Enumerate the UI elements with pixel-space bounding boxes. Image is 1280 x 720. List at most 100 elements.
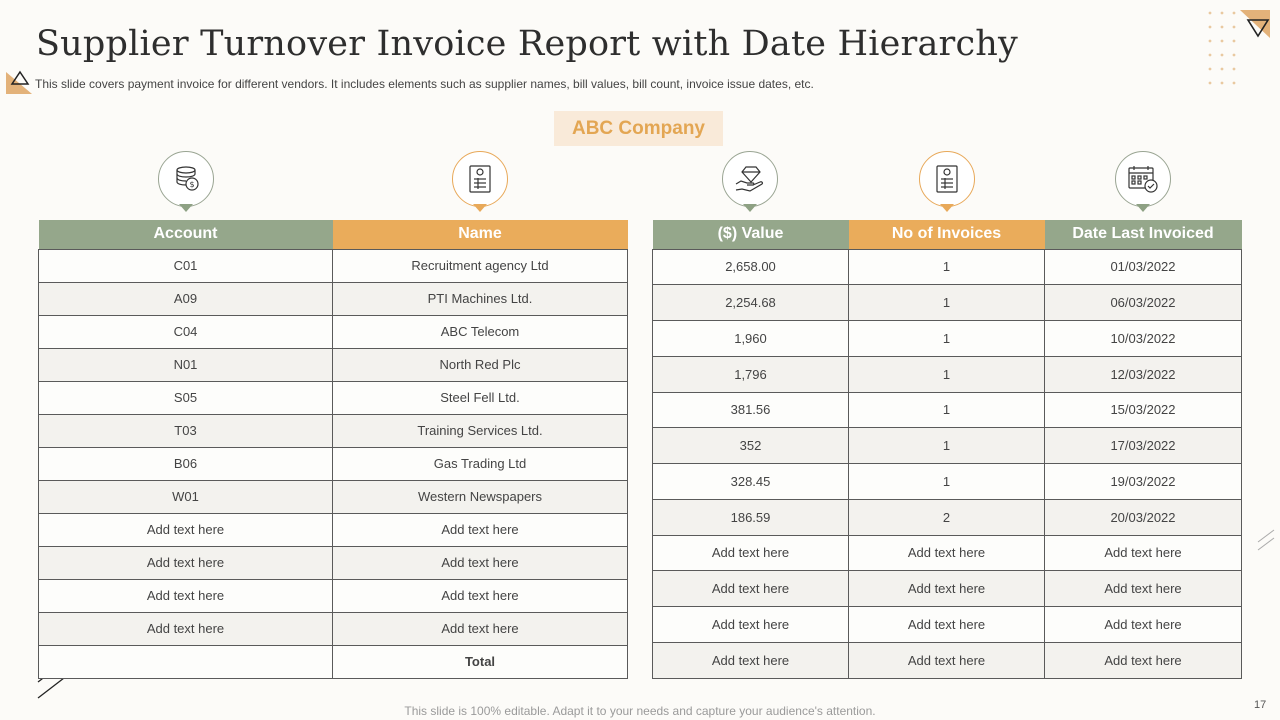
account-cell: B06 (38, 446, 333, 481)
account-cell: N01 (38, 347, 333, 382)
svg-text:$: $ (190, 180, 195, 189)
account-cell: S05 (38, 380, 333, 415)
name-cell: Recruitment agency Ltd (332, 248, 628, 283)
table-row: A09 PTI Machines Ltd. (38, 281, 628, 316)
value-cell: 186.59 (652, 498, 849, 536)
table-row: W01 Western Newspapers (38, 479, 628, 514)
table-row: B06 Gas Trading Ltd (38, 446, 628, 481)
name-cell: North Red Plc (332, 347, 628, 382)
calendar-check-icon (1115, 151, 1171, 213)
table-row: Add text here Add text here Add text here (652, 570, 1242, 607)
invoice-count-cell: 2 (848, 498, 1045, 536)
date-cell: 15/03/2022 (1044, 391, 1242, 429)
invoice-count-cell: 1 (848, 320, 1045, 357)
table-row: Add text here Add text here Add text here (652, 606, 1242, 643)
table-row: 352 1 17/03/2022 (652, 427, 1242, 464)
table-row: C04 ABC Telecom (38, 314, 628, 349)
invoice-count-cell: 1 (848, 463, 1045, 500)
value-cell: 2,254.68 (652, 284, 849, 321)
account-cell: Add text here (38, 578, 333, 613)
date-cell: 17/03/2022 (1044, 427, 1242, 464)
name-cell: ABC Telecom (332, 314, 628, 349)
invoice-list-icon (919, 151, 975, 213)
account-cell: W01 (38, 479, 333, 514)
invoice-count-cell: Add text here (848, 606, 1045, 643)
value-cell: 2,658.00 (652, 248, 849, 286)
invoice-count-cell: Add text here (848, 570, 1045, 607)
invoice-count-cell: 1 (848, 355, 1045, 393)
value-cell: 352 (652, 427, 849, 464)
slash-lines-decoration-right (1256, 528, 1278, 559)
coins-dollar-icon: $ (158, 151, 214, 213)
dot-grid-decoration (1207, 10, 1247, 91)
table-row: N01 North Red Plc (38, 347, 628, 382)
name-cell: Add text here (332, 512, 628, 547)
table-row: 1,960 1 10/03/2022 (652, 320, 1242, 357)
value-cell: Add text here (652, 641, 849, 679)
table-row: T03 Training Services Ltd. (38, 413, 628, 448)
date-cell: Add text here (1044, 641, 1242, 679)
corner-triangle-decoration-right (1238, 8, 1272, 45)
account-cell: Add text here (38, 545, 333, 580)
name-cell: PTI Machines Ltd. (332, 281, 628, 316)
name-cell: Training Services Ltd. (332, 413, 628, 448)
table-row: Add text here Add text here Add text here (652, 534, 1242, 572)
date-cell: 12/03/2022 (1044, 355, 1242, 393)
name-header: Name (332, 220, 628, 249)
total-row: Total (38, 644, 628, 679)
name-cell: Add text here (332, 578, 628, 613)
table-row: 186.59 2 20/03/2022 (652, 498, 1242, 536)
invoice-count-cell: 1 (848, 427, 1045, 464)
corner-triangle-decoration (6, 70, 34, 101)
table-row: Add text here Add text here Add text here (652, 641, 1242, 679)
total-empty-cell (38, 644, 333, 679)
name-cell: Steel Fell Ltd. (332, 380, 628, 415)
invoice-count-cell: Add text here (848, 641, 1045, 679)
account-cell: C04 (38, 314, 333, 349)
account-header: Account (38, 220, 333, 249)
invoice-count-header: No of Invoices (848, 220, 1045, 249)
table-row: Add text here Add text here (38, 578, 628, 613)
table-row: Add text here Add text here (38, 611, 628, 646)
table-row: 328.45 1 19/03/2022 (652, 463, 1242, 500)
invoice-table: ($) Value No of Invoices Date Last Invoi… (652, 220, 1242, 679)
page-title: Supplier Turnover Invoice Report with Da… (36, 24, 1018, 64)
name-cell: Add text here (332, 545, 628, 580)
value-cell: 1,796 (652, 355, 849, 393)
value-cell: Add text here (652, 606, 849, 643)
invoice-count-cell: 1 (848, 248, 1045, 286)
date-cell: Add text here (1044, 534, 1242, 572)
value-cell: 328.45 (652, 463, 849, 500)
value-header: ($) Value (652, 220, 849, 249)
table-row: 381.56 1 15/03/2022 (652, 391, 1242, 429)
value-cell: Add text here (652, 570, 849, 607)
date-cell: 01/03/2022 (1044, 248, 1242, 286)
table-row: S05 Steel Fell Ltd. (38, 380, 628, 415)
date-cell: Add text here (1044, 606, 1242, 643)
invoice-count-cell: 1 (848, 391, 1045, 429)
value-cell: 1,960 (652, 320, 849, 357)
table-row: Add text here Add text here (38, 512, 628, 547)
invoice-count-cell: Add text here (848, 534, 1045, 572)
account-cell: Add text here (38, 611, 333, 646)
page-number: 17 (1254, 699, 1267, 711)
account-cell: A09 (38, 281, 333, 316)
invoice-count-cell: 1 (848, 284, 1045, 321)
total-label: Total (332, 644, 628, 679)
company-label: ABC Company (554, 111, 723, 146)
supplier-table: Account Name C01 Recruitment agency Ltd A0… (38, 220, 628, 679)
date-header: Date Last Invoiced (1044, 220, 1242, 249)
page-subtitle: This slide covers payment invoice for di… (35, 77, 814, 91)
account-cell: C01 (38, 248, 333, 283)
table-row: 1,796 1 12/03/2022 (652, 355, 1242, 393)
hand-diamond-icon (722, 151, 778, 213)
date-cell: 20/03/2022 (1044, 498, 1242, 536)
date-cell: 10/03/2022 (1044, 320, 1242, 357)
value-cell: 381.56 (652, 391, 849, 429)
account-cell: Add text here (38, 512, 333, 547)
table-row: C01 Recruitment agency Ltd (38, 248, 628, 283)
footer-note: This slide is 100% editable. Adapt it to… (404, 704, 876, 718)
date-cell: 19/03/2022 (1044, 463, 1242, 500)
name-cell: Gas Trading Ltd (332, 446, 628, 481)
date-cell: 06/03/2022 (1044, 284, 1242, 321)
